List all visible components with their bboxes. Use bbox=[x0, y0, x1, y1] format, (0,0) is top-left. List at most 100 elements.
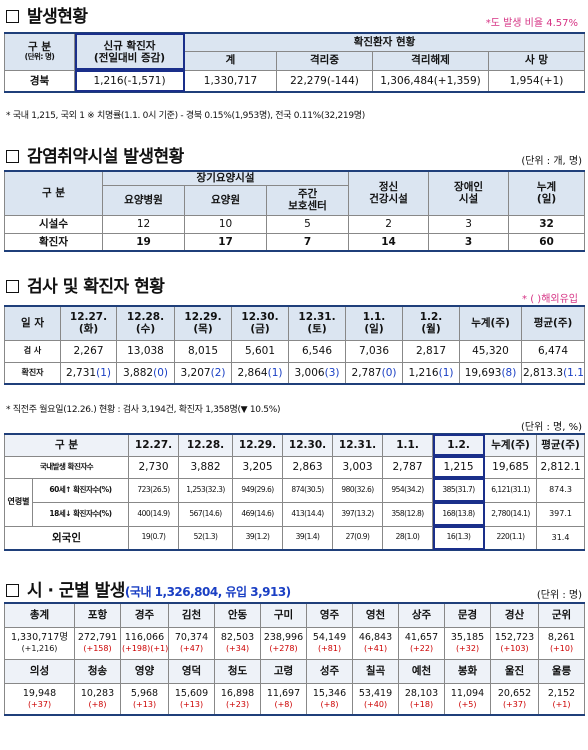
cell: 2,813.3(1.1) bbox=[521, 361, 585, 385]
cell: 2 bbox=[348, 214, 430, 234]
region-name: 의성 bbox=[4, 658, 75, 684]
previous-week-note: * 직전주 월요일(12.26.) 현황 : 검사 3,194건, 확진자 1,… bbox=[6, 405, 281, 415]
region-name: 울릉 bbox=[538, 658, 585, 684]
cell: 28(1.0) bbox=[382, 525, 434, 551]
value-new-cases: 1,216(-1,571) bbox=[74, 69, 185, 93]
region-value: 1,330,717명 (+1,216) bbox=[4, 626, 75, 660]
cell: 2,731(1) bbox=[60, 361, 117, 385]
cell: 2,864(1) bbox=[231, 361, 289, 385]
region-value: 116,066 (+198)(+1) bbox=[120, 626, 169, 660]
region-value: 152,723 (+103) bbox=[490, 626, 539, 660]
header-average: 평균(주) bbox=[521, 305, 585, 341]
cell: 874.3 bbox=[536, 477, 586, 503]
cell: 7 bbox=[265, 232, 350, 252]
region-value: 70,374 (+47) bbox=[168, 626, 215, 660]
region-name: 상주 bbox=[398, 602, 445, 628]
row-label-tests: 검 사 bbox=[4, 339, 61, 363]
cell: 3,882 bbox=[178, 455, 234, 479]
cell: 2,817 bbox=[402, 339, 460, 363]
region-name: 칠곡 bbox=[352, 658, 399, 684]
region-delta: (+81) bbox=[317, 643, 342, 653]
cell: 1,253(32.3) bbox=[178, 477, 234, 503]
cell: 19,685 bbox=[484, 455, 538, 479]
region-delta: (+13) bbox=[132, 699, 157, 709]
region-value: 10,283 (+8) bbox=[74, 682, 121, 716]
region-name: 총계 bbox=[4, 602, 75, 628]
region-name: 영천 bbox=[352, 602, 399, 628]
region-value: 54,149 (+81) bbox=[306, 626, 353, 660]
regional-unit: (단위 : 명) bbox=[536, 590, 582, 601]
region-name: 경산 bbox=[490, 602, 539, 628]
regional-table: 총계 포항 경주 김천 안동 구미 영주 영천 상주 문경 경산 군위 1,330,717명 (+1,2… bbox=[4, 602, 585, 716]
facility-table: 구 분 장기요양시설 정신 건강시설 장애인 시설 누계 (일) 요양병원 요양원 주… bbox=[4, 170, 586, 252]
cell: 385(31.7) bbox=[432, 477, 486, 503]
header-patient-status: 확진환자 현황 bbox=[184, 32, 585, 52]
cell: 3,003 bbox=[332, 455, 384, 479]
cell: 5,601 bbox=[231, 339, 289, 363]
region-delta: (+41) bbox=[363, 643, 388, 653]
header-total: 계 bbox=[184, 50, 277, 71]
cell: 1,215 bbox=[432, 455, 486, 479]
cell: 358(12.8) bbox=[382, 501, 434, 527]
header-date-cell: 12.31. (토) bbox=[288, 305, 346, 341]
region-count: 10,283 bbox=[80, 687, 115, 699]
region-count: 28,103 bbox=[404, 687, 439, 699]
region-count: 20,652 bbox=[497, 687, 532, 699]
cell: 17 bbox=[184, 232, 267, 252]
region-delta: (+158) bbox=[83, 643, 112, 653]
region-name: 영주 bbox=[306, 602, 353, 628]
region-delta: (+37) bbox=[27, 699, 52, 709]
cell: 2,812.1 bbox=[536, 455, 586, 479]
region-count: 272,791 bbox=[77, 631, 118, 643]
header-released: 격리해제 bbox=[372, 50, 489, 71]
value-released: 1,306,484(+1,359) bbox=[372, 69, 489, 93]
header-disability: 장애인 시설 bbox=[428, 170, 510, 216]
cell: 27(0.9) bbox=[332, 525, 384, 551]
header-date-cell: 12.28. (수) bbox=[116, 305, 175, 341]
facility-unit: (단위 : 개, 명) bbox=[521, 156, 582, 167]
header-date: 일 자 bbox=[4, 305, 61, 341]
cell: 19 bbox=[102, 232, 185, 252]
cell: 2,267 bbox=[60, 339, 117, 363]
fatality-note: * 국내 1,215, 국외 1 ※ 치명률(1.1. 0시 기준) - 경북 … bbox=[6, 111, 365, 121]
region-delta: (+1) bbox=[552, 699, 571, 709]
header-date-cell: 1.2. (월) bbox=[402, 305, 460, 341]
region-value: 53,419 (+40) bbox=[352, 682, 399, 716]
cell: 6,474 bbox=[521, 339, 585, 363]
region-value: 272,791 (+158) bbox=[74, 626, 121, 660]
cell: 31.4 bbox=[536, 525, 586, 551]
cell: 2,780(14.1) bbox=[484, 501, 538, 527]
region-delta: (+40) bbox=[363, 699, 388, 709]
row-label-foreigners: 외국인 bbox=[3, 525, 130, 551]
region-value: 46,843 (+41) bbox=[352, 626, 399, 660]
cell: 397.1 bbox=[536, 501, 586, 527]
age-table: 구 분 12.27. 12.28. 12.29. 12.30. 12.31. 1… bbox=[3, 433, 586, 551]
cell: 567(14.6) bbox=[178, 501, 234, 527]
cell: 45,320 bbox=[459, 339, 522, 363]
region-count: 19,948 bbox=[22, 687, 57, 699]
cell: 3 bbox=[428, 232, 510, 252]
region-name: 안동 bbox=[214, 602, 261, 628]
checkbox-square-icon bbox=[6, 150, 19, 163]
value-isolation: 22,279(-144) bbox=[276, 69, 373, 93]
region-name: 김천 bbox=[168, 602, 215, 628]
region-value: 82,503 (+34) bbox=[214, 626, 261, 660]
section-title-outbreak: 발생현황 bbox=[6, 2, 88, 27]
cell: 723(26.5) bbox=[128, 477, 180, 503]
checkbox-square-icon bbox=[6, 584, 19, 597]
region-delta: (+1,216) bbox=[21, 643, 58, 653]
cell: 469(14.6) bbox=[232, 501, 284, 527]
region-name: 포항 bbox=[74, 602, 121, 628]
cell: 3 bbox=[428, 214, 510, 234]
cell: 980(32.6) bbox=[332, 477, 384, 503]
header-date-cell: 12.27. (화) bbox=[60, 305, 117, 341]
cell: 1,216(1) bbox=[402, 361, 460, 385]
header-cumulative: 누계(주) bbox=[484, 433, 538, 457]
region-delta: (+8) bbox=[88, 699, 107, 709]
row-label-domestic: 국내발생 확진자수 bbox=[3, 455, 130, 479]
region-value: 8,261 (+10) bbox=[538, 626, 585, 660]
region-delta: (+103) bbox=[500, 643, 529, 653]
region-name: 청송 bbox=[74, 658, 121, 684]
region-value: 41,657 (+22) bbox=[398, 626, 445, 660]
region-delta: (+8) bbox=[274, 699, 293, 709]
